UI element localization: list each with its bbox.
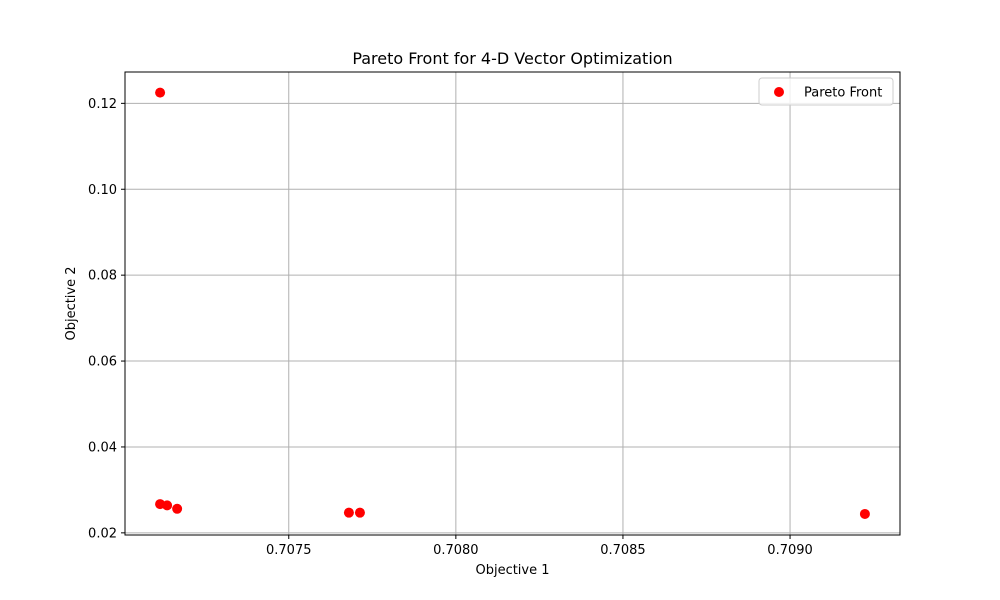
y-tick-label: 0.12 <box>88 97 117 112</box>
y-tick-label: 0.06 <box>88 355 117 370</box>
x-tick-label: 0.7085 <box>600 543 646 558</box>
pareto-point <box>354 507 365 518</box>
legend-label: Pareto Front <box>804 86 882 101</box>
legend: Pareto Front <box>758 77 894 106</box>
chart-title: Pareto Front for 4-D Vector Optimization <box>352 49 672 68</box>
y-tick-label: 0.08 <box>88 269 117 284</box>
x-tick-label: 0.7080 <box>433 543 479 558</box>
y-axis-ticks: 0.02 0.04 0.06 0.08 0.10 0.12 <box>88 97 125 541</box>
pareto-point <box>162 500 173 511</box>
y-tick-label: 0.02 <box>88 526 117 541</box>
legend-box <box>758 77 894 106</box>
y-axis-label: Objective 2 <box>64 266 79 340</box>
pareto-point <box>343 507 354 518</box>
y-tick-label: 0.04 <box>88 440 117 455</box>
pareto-point <box>172 503 183 514</box>
pareto-point <box>155 87 166 98</box>
pareto-point <box>859 508 870 519</box>
x-tick-label: 0.7075 <box>266 543 312 558</box>
x-axis-ticks: 0.7075 0.7080 0.7085 0.7090 <box>266 535 813 558</box>
data-points <box>155 87 870 519</box>
plot-frame <box>124 71 901 536</box>
legend-marker <box>774 87 784 97</box>
y-tick-label: 0.10 <box>88 183 117 198</box>
x-axis-label: Objective 1 <box>475 563 549 578</box>
x-tick-label: 0.7090 <box>767 543 813 558</box>
